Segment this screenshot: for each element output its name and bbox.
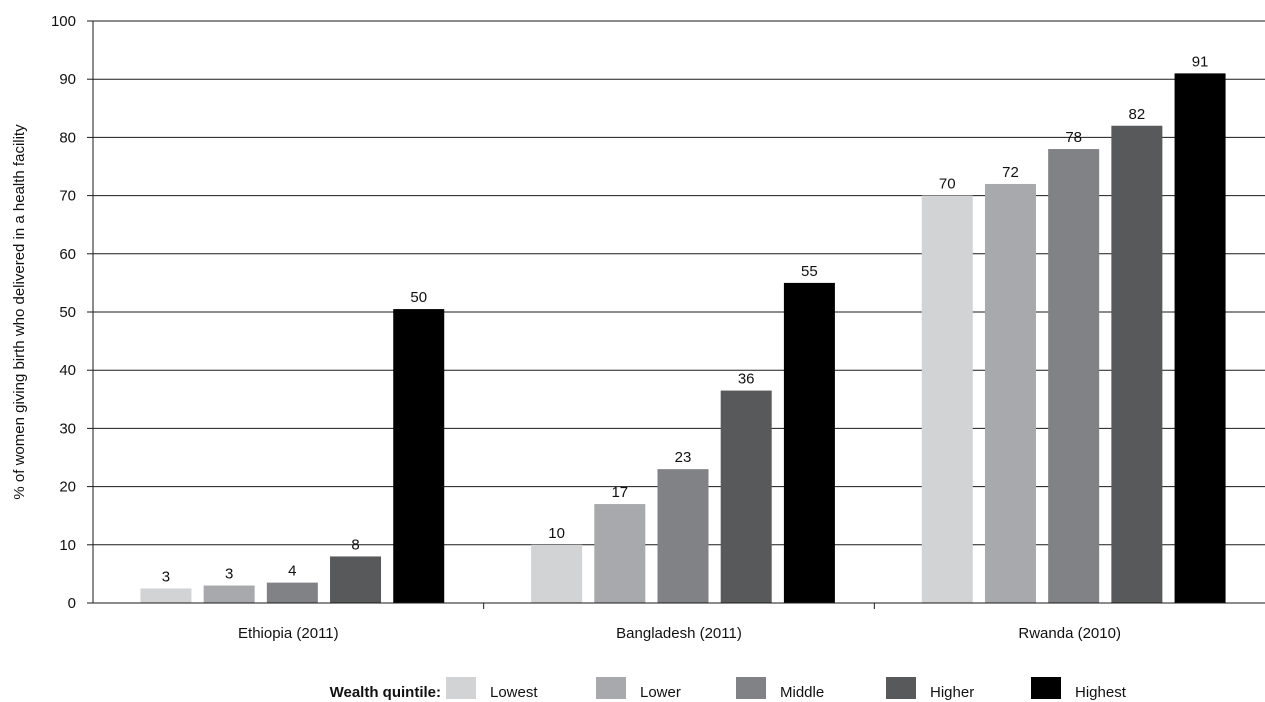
y-tick-label: 30 — [59, 420, 76, 437]
data-label: 17 — [611, 484, 628, 501]
data-label: 82 — [1129, 106, 1146, 123]
legend-swatch-lowest — [446, 677, 476, 699]
legend-swatch-highest — [1031, 677, 1061, 699]
data-label: 50 — [410, 289, 427, 306]
data-label: 55 — [801, 263, 818, 280]
legend-label-higher: Higher — [930, 684, 974, 701]
y-tick-label: 0 — [68, 595, 76, 612]
bar-highest-3 — [1174, 73, 1226, 603]
legend-label-highest: Highest — [1075, 684, 1127, 701]
legend-label-middle: Middle — [780, 684, 824, 701]
y-tick-label: 100 — [51, 13, 76, 30]
axes: 0 10 20 30 40 50 60 70 80 90 100 Ethiopia (2011) Ban… — [51, 13, 1265, 642]
data-label: 70 — [939, 176, 956, 193]
data-label: 8 — [351, 536, 359, 553]
y-tick-label: 10 — [59, 537, 76, 554]
bar-highest-1 — [393, 309, 445, 603]
legend-swatch-lower — [596, 677, 626, 699]
data-label: 36 — [738, 371, 755, 388]
y-tick-label: 40 — [59, 362, 76, 379]
data-label: 72 — [1002, 164, 1019, 181]
data-labels: 3 3 4 8 50 10 17 23 36 55 70 72 78 82 91 — [162, 53, 1209, 585]
data-label: 10 — [548, 525, 565, 542]
bar-higher-3 — [1111, 125, 1163, 603]
y-axis-title: % of women giving birth who delivered in… — [11, 124, 28, 500]
data-label: 3 — [225, 566, 233, 583]
data-label: 23 — [675, 449, 692, 466]
x-category-label: Ethiopia (2011) — [238, 625, 339, 642]
bar-highest-2 — [783, 282, 835, 603]
bar-higher-2 — [720, 390, 772, 603]
bar-lowest-3 — [921, 195, 973, 603]
bar-lowest-2 — [531, 544, 583, 603]
bar-middle-2 — [657, 469, 709, 603]
data-label: 91 — [1192, 53, 1209, 70]
data-label: 4 — [288, 563, 296, 580]
legend-swatch-middle — [736, 677, 766, 699]
bar-lower-1 — [203, 585, 255, 603]
data-label: 3 — [162, 568, 170, 585]
y-tick-label: 60 — [59, 246, 76, 263]
y-tick-label: 80 — [59, 129, 76, 146]
bar-lower-2 — [594, 504, 646, 603]
bar-lowest-1 — [140, 588, 192, 603]
y-tick-label: 90 — [59, 71, 76, 88]
legend-swatch-higher — [886, 677, 916, 699]
x-category-label: Rwanda (2010) — [1018, 625, 1121, 642]
x-category-label: Bangladesh (2011) — [616, 625, 742, 642]
bar-lower-3 — [984, 183, 1036, 603]
y-tick-label: 20 — [59, 479, 76, 496]
legend-label-lower: Lower — [640, 684, 681, 701]
y-tick-label: 70 — [59, 188, 76, 205]
bars — [140, 73, 1226, 604]
y-tick-label: 50 — [59, 304, 76, 321]
legend-title: Wealth quintile: — [330, 684, 441, 701]
bar-higher-1 — [330, 556, 382, 603]
bar-middle-1 — [266, 582, 318, 603]
bar-middle-3 — [1048, 149, 1100, 604]
data-label: 78 — [1065, 129, 1082, 146]
gridlines — [93, 20, 1265, 546]
legend: Wealth quintile: Lowest Lower Middle Higher H… — [330, 677, 1127, 701]
legend-label-lowest: Lowest — [490, 684, 538, 701]
